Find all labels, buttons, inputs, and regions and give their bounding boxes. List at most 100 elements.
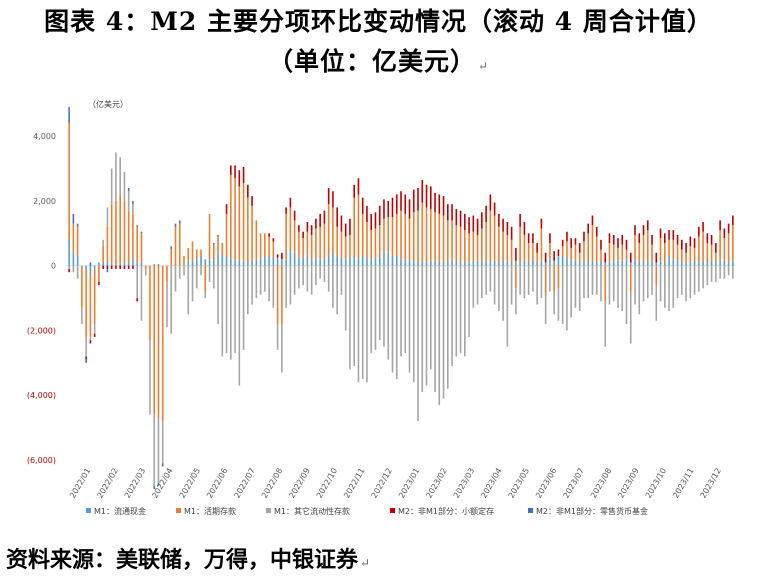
bar-segment bbox=[698, 265, 700, 292]
bar-segment bbox=[136, 225, 138, 227]
bar-segment bbox=[438, 194, 441, 214]
bar-segment bbox=[140, 265, 143, 321]
bar-segment bbox=[510, 226, 513, 240]
bar-segment bbox=[723, 265, 726, 279]
bar-segment bbox=[417, 262, 419, 266]
bar-segment bbox=[659, 260, 662, 266]
bar-segment bbox=[298, 257, 300, 266]
bar-segment bbox=[570, 265, 572, 318]
bar-segment bbox=[523, 234, 526, 261]
bar-segment bbox=[234, 178, 236, 260]
bar-segment bbox=[319, 226, 321, 260]
bar-segment bbox=[323, 259, 326, 266]
bar-segment bbox=[344, 236, 347, 260]
bar-segment bbox=[502, 218, 504, 232]
bar-segment bbox=[264, 256, 266, 266]
bar-segment bbox=[340, 231, 343, 258]
y-axis-unit-label: （亿美元） bbox=[88, 99, 128, 109]
bar-segment bbox=[732, 260, 734, 266]
bar-segment bbox=[489, 210, 492, 263]
bar-segment bbox=[183, 256, 185, 266]
bar-segment bbox=[361, 265, 364, 380]
bar-segment bbox=[459, 265, 462, 354]
bar-segment bbox=[532, 243, 534, 260]
bar-segment bbox=[629, 252, 632, 263]
bar-segment bbox=[659, 228, 662, 239]
bar-segment bbox=[506, 260, 509, 266]
bar-segment bbox=[434, 192, 436, 213]
bar-segment bbox=[110, 204, 113, 263]
x-tick-label: 2023/05 bbox=[507, 467, 531, 500]
bar-segment bbox=[353, 184, 355, 198]
bar-segment bbox=[357, 194, 360, 260]
bar-segment bbox=[566, 231, 568, 242]
bar-segment bbox=[251, 196, 253, 206]
bar-segment bbox=[447, 262, 449, 266]
bar-segment bbox=[442, 196, 445, 216]
bar-segment bbox=[557, 288, 560, 321]
bar-segment bbox=[608, 233, 611, 244]
bar-segment bbox=[259, 259, 262, 266]
bar-segment bbox=[119, 157, 121, 197]
bar-segment bbox=[178, 223, 181, 266]
bar-segment bbox=[221, 265, 224, 357]
bar-segment bbox=[281, 324, 283, 373]
bar-segment bbox=[685, 262, 687, 266]
bar-segment bbox=[719, 230, 721, 260]
bar-segment bbox=[549, 259, 551, 266]
bar-segment bbox=[506, 222, 509, 235]
bar-segment bbox=[425, 265, 428, 386]
bar-segment bbox=[225, 265, 228, 354]
bar-segment bbox=[293, 210, 296, 221]
bar-segment bbox=[693, 265, 696, 295]
bar-segment bbox=[344, 265, 347, 331]
chart-title: 图表 4：M2 主要分项环比变动情况（滚动 4 周合计值） bbox=[44, 7, 713, 36]
bar-segment bbox=[438, 213, 441, 263]
bar-segment bbox=[276, 265, 279, 324]
bar-segment bbox=[72, 223, 75, 253]
bar-segment bbox=[238, 170, 241, 187]
bar-segment bbox=[689, 262, 692, 266]
bar-segment bbox=[472, 265, 475, 308]
bar-marks bbox=[68, 107, 734, 490]
bar-segment bbox=[293, 220, 296, 253]
bar-segment bbox=[527, 233, 530, 244]
bar-segment bbox=[464, 262, 466, 266]
bar-segment bbox=[629, 265, 632, 292]
bar-segment bbox=[412, 189, 415, 213]
bar-segment bbox=[659, 265, 662, 302]
bar-segment bbox=[340, 257, 343, 266]
bar-segment bbox=[600, 262, 602, 266]
bar-segment bbox=[234, 165, 236, 179]
bar-segment bbox=[289, 197, 292, 208]
bar-segment bbox=[349, 265, 351, 370]
bar-segment bbox=[498, 226, 500, 263]
bar-segment bbox=[591, 225, 594, 261]
bar-segment bbox=[281, 265, 283, 324]
bar-segment bbox=[468, 217, 470, 234]
bar-segment bbox=[459, 262, 462, 266]
bar-segment bbox=[361, 197, 364, 214]
bar-segment bbox=[485, 260, 487, 266]
bar-segment bbox=[732, 225, 734, 261]
bar-segment bbox=[132, 265, 134, 269]
bar-segment bbox=[98, 265, 100, 282]
bar-segment bbox=[710, 260, 713, 266]
bar-segment bbox=[140, 231, 143, 234]
bar-segment bbox=[634, 265, 636, 305]
bar-segment bbox=[93, 324, 96, 334]
bar-segment bbox=[587, 265, 590, 299]
bar-segment bbox=[81, 265, 83, 308]
return-mark-icon: ↵ bbox=[477, 59, 490, 73]
bar-segment bbox=[234, 259, 236, 266]
chart-unit-subtitle: （单位：亿美元） ↵ bbox=[0, 42, 757, 78]
bar-segment bbox=[102, 262, 104, 266]
bar-segment bbox=[664, 265, 666, 308]
bar-segment bbox=[166, 265, 168, 282]
bar-segment bbox=[549, 233, 551, 244]
bar-segment bbox=[493, 260, 496, 266]
bar-segment bbox=[404, 265, 407, 354]
bar-segment bbox=[157, 482, 160, 486]
bar-segment bbox=[472, 260, 475, 266]
bar-segment bbox=[123, 265, 126, 269]
